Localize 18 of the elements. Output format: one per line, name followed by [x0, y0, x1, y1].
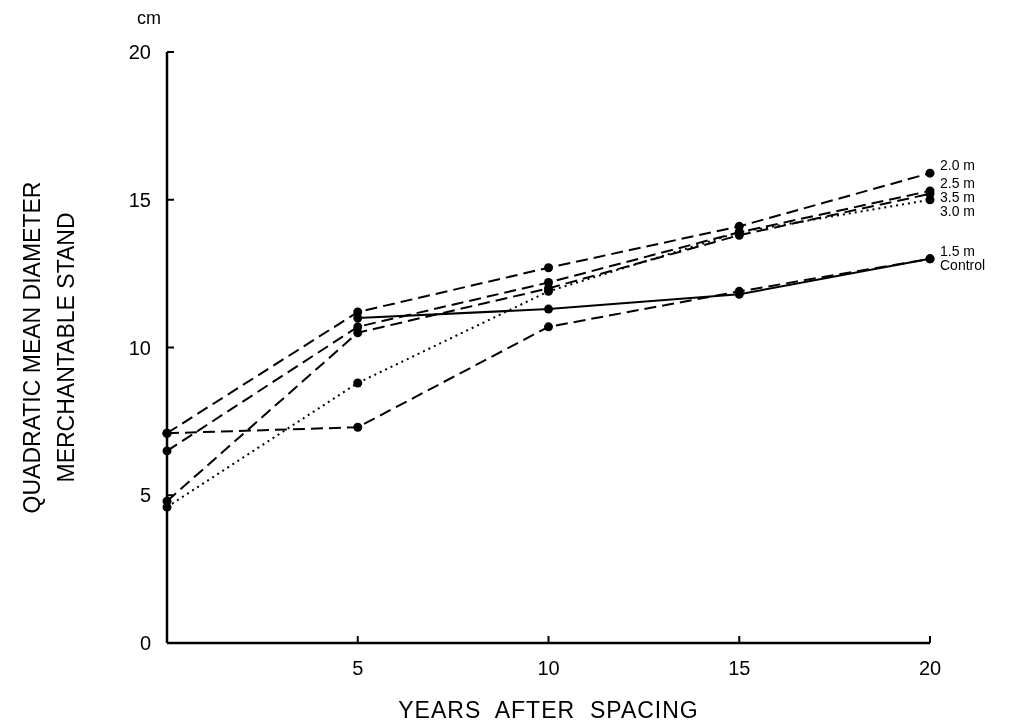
x-tick-label: 5 [352, 657, 364, 679]
x-tick-label: 20 [918, 657, 942, 679]
y-axis-title: QUADRATIC MEAN DIAMETER MERCHANTABLE STAND [19, 181, 79, 514]
series-label: 3.0 m [940, 202, 976, 219]
series-label: 2.0 m [940, 157, 976, 174]
y-tick-label: 0 [139, 632, 151, 654]
x-tick-label: 10 [537, 657, 560, 679]
y-tick-label: 5 [139, 484, 151, 507]
series-label: 3.5 m [940, 188, 976, 205]
y-tick-label: 20 [128, 41, 151, 63]
series-label: 2.5 m [940, 174, 976, 191]
y-tick-label: 10 [128, 336, 151, 359]
y-tick-label: 15 [128, 188, 151, 211]
x-axis-title: YEARS AFTER SPACING [398, 697, 699, 723]
x-tick-label: 15 [728, 657, 751, 679]
series-label: Control [940, 256, 986, 273]
text: cm [137, 8, 161, 28]
series-label: 1.5 m [940, 242, 976, 259]
